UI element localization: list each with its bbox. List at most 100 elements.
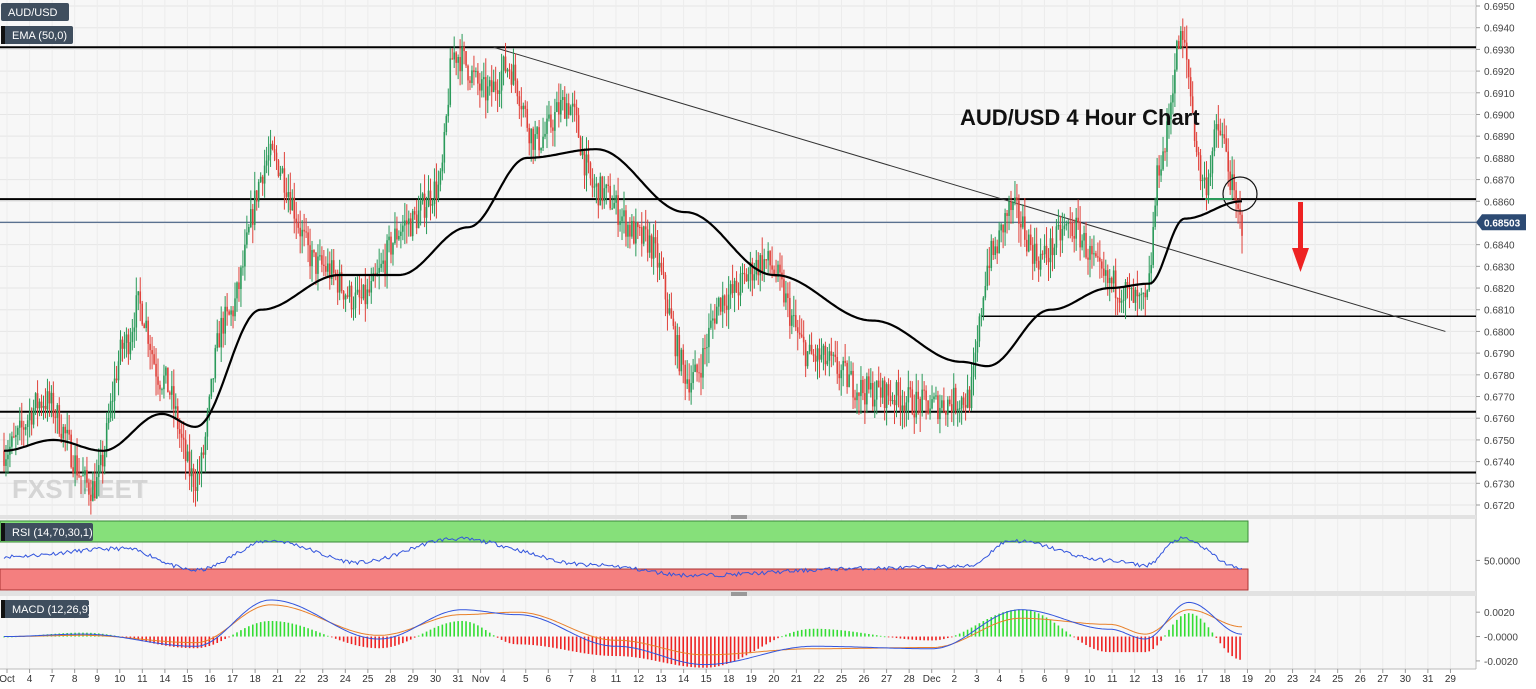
macd-histogram-bar — [1235, 636, 1237, 659]
candle-body — [396, 228, 398, 240]
candle-body — [402, 225, 404, 232]
candle-body — [771, 265, 773, 270]
candle-body — [984, 285, 987, 298]
candle-body — [510, 71, 513, 85]
candle-body — [1178, 41, 1180, 50]
pane-resize-handle[interactable] — [731, 592, 747, 596]
candle-body — [413, 211, 416, 215]
candle-body — [806, 351, 809, 367]
macd-histogram-bar — [1022, 609, 1024, 637]
candle-body — [429, 190, 432, 206]
macd-histogram-bar — [536, 636, 538, 646]
symbol-label[interactable]: AUD/USD — [1, 3, 69, 21]
descending-trendline — [493, 46, 1446, 332]
candle-body — [159, 384, 161, 390]
candle-body — [1035, 243, 1038, 261]
macd-histogram-bar — [832, 629, 835, 637]
candle-body — [443, 131, 446, 163]
candle-body — [769, 251, 771, 266]
macd-histogram-bar — [492, 635, 495, 637]
candle-body — [854, 397, 856, 401]
candle-body — [952, 387, 955, 412]
candle-body — [119, 339, 122, 362]
candle-body — [332, 260, 335, 273]
candle-body — [919, 398, 921, 413]
candle-body — [812, 354, 815, 356]
candle-body — [1020, 223, 1022, 228]
candle-body — [1057, 224, 1060, 227]
svg-text:AUD/USD: AUD/USD — [8, 7, 58, 19]
macd-histogram-bar — [978, 623, 981, 637]
candle-body — [143, 324, 145, 329]
time-tick-label: 18 — [1219, 674, 1231, 685]
candle-body — [251, 209, 254, 225]
candle-body — [579, 137, 582, 156]
candle-body — [86, 470, 88, 483]
candle-body — [623, 210, 625, 217]
highlight-circle — [1222, 176, 1258, 212]
macd-histogram-bar — [244, 628, 246, 637]
candle-body — [1108, 277, 1111, 284]
ema-label[interactable]: EMA (50,0) — [1, 26, 73, 44]
main-pane — [0, 0, 1476, 515]
time-tick-label: 4 — [500, 674, 506, 685]
macd-histogram-bar — [958, 633, 961, 637]
candle-body — [226, 306, 228, 312]
macd-label[interactable]: MACD (12,26,9) — [1, 600, 91, 618]
candle-body — [787, 293, 789, 299]
time-axis[interactable]: Oct 4 7 8 9 10 11 14 15 16 17 18 21 22 23 24 25 28 29 30 31 N… — [0, 668, 1476, 689]
candle-body — [597, 183, 600, 206]
candle-body — [1097, 256, 1099, 258]
macd-histogram-bar — [259, 622, 262, 637]
candle-body — [1014, 197, 1016, 202]
candle-body — [1091, 245, 1093, 255]
macd-histogram-bar — [1104, 636, 1107, 652]
macd-histogram-bar — [662, 636, 665, 663]
candle-body — [1059, 224, 1062, 241]
candle-body — [356, 289, 359, 293]
macd-histogram-bar — [267, 620, 270, 637]
macd-histogram-bar — [528, 636, 531, 645]
candle-body — [13, 436, 15, 438]
candle-body — [785, 293, 787, 303]
rsi-label[interactable]: RSI (14,70,30,1) — [1, 523, 93, 541]
candle-body — [490, 80, 493, 93]
candle-body — [777, 264, 779, 277]
macd-histogram-bar — [666, 636, 669, 664]
time-tick-label: 5 — [1019, 674, 1025, 685]
candle-body — [240, 267, 242, 289]
candle-body — [171, 386, 173, 395]
candle-body — [15, 434, 17, 438]
candle-body — [990, 240, 993, 268]
macd-histogram-bar — [796, 630, 799, 637]
candle-body — [492, 81, 495, 93]
candle-body — [220, 317, 222, 348]
candle-body — [637, 222, 639, 228]
macd-histogram-bar — [1223, 636, 1226, 649]
candle-body — [248, 227, 250, 233]
candle-body — [1168, 119, 1170, 122]
candle-body — [378, 267, 380, 273]
candle-body — [925, 390, 927, 401]
time-tick-label: 2 — [951, 674, 957, 685]
time-tick-label: Dec — [923, 674, 941, 685]
price-axis[interactable]: 0.6950 0.6940 0.6930 0.6920 0.6910 0.6900 0.68… — [1476, 2, 1526, 512]
time-tick-label: 9 — [94, 674, 100, 685]
candle-body — [765, 259, 767, 261]
macd-histogram-bar — [1026, 609, 1028, 637]
macd-histogram-bar — [1037, 613, 1040, 637]
candle-body — [327, 263, 329, 272]
candle-body — [960, 397, 963, 409]
macd-histogram-bar — [1045, 617, 1048, 637]
candle-body — [350, 285, 353, 310]
candle-body — [1053, 247, 1056, 256]
price-tick-label: 0.6720 — [1484, 501, 1515, 512]
candle-body — [810, 344, 813, 355]
pane-resize-handle[interactable] — [731, 515, 747, 519]
candle-body — [1045, 245, 1048, 258]
time-tick-label: 11 — [611, 674, 622, 685]
macd-histogram-bar — [1144, 636, 1147, 653]
macd-histogram-bar — [757, 636, 760, 649]
macd-histogram-bar — [583, 636, 586, 654]
